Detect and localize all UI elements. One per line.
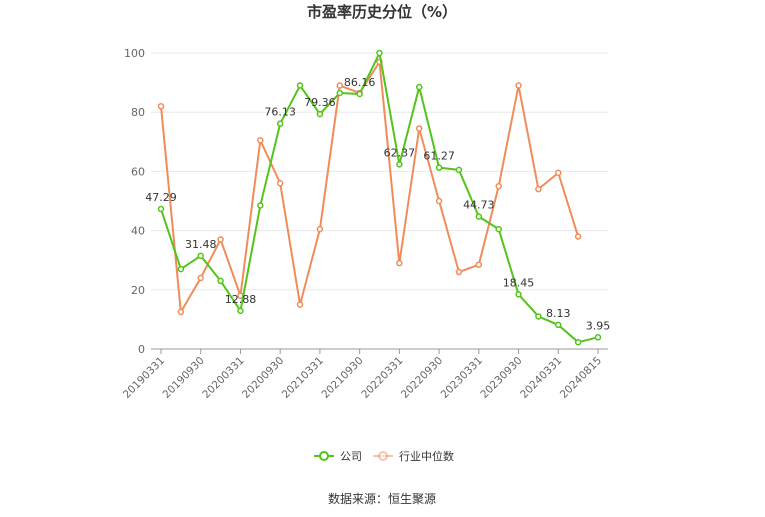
x-tick-label: 20190331 xyxy=(121,355,167,401)
data-label: 8.13 xyxy=(546,307,571,320)
data-point[interactable] xyxy=(574,233,582,240)
grid xyxy=(151,52,608,291)
data-point[interactable] xyxy=(435,197,443,205)
x-tick-label: 20210930 xyxy=(319,355,365,401)
data-point[interactable] xyxy=(197,274,204,282)
data-point[interactable] xyxy=(376,49,383,57)
data-point[interactable] xyxy=(276,120,284,127)
data-label: 31.48 xyxy=(185,238,217,251)
data-point[interactable] xyxy=(455,166,463,174)
data-point[interactable] xyxy=(296,301,304,308)
legend-item-industry[interactable]: 行业中位数 xyxy=(373,449,454,463)
data-label: 76.13 xyxy=(264,106,296,119)
data-point[interactable] xyxy=(435,164,443,171)
data-label: 61.27 xyxy=(423,150,455,163)
series-line xyxy=(160,60,580,313)
data-point[interactable] xyxy=(316,110,324,118)
x-tick-label: 20220930 xyxy=(399,355,445,401)
legend-marker-company xyxy=(319,451,329,461)
data-label: 18.45 xyxy=(503,276,535,289)
y-tick-label: 20 xyxy=(131,284,145,297)
x-tick-label: 20190930 xyxy=(161,355,207,401)
series-company xyxy=(157,49,602,346)
data-label: 44.73 xyxy=(463,199,495,212)
legend-label-company: 公司 xyxy=(340,450,362,463)
data-point[interactable] xyxy=(356,90,363,98)
legend-item-company[interactable]: 公司 xyxy=(314,450,362,463)
data-point[interactable] xyxy=(475,213,483,220)
legend-label-industry: 行业中位数 xyxy=(399,449,454,463)
data-point[interactable] xyxy=(495,225,502,233)
x-tick-label: 20230331 xyxy=(439,355,485,401)
series-layer xyxy=(157,49,602,346)
y-tick-label: 60 xyxy=(131,165,145,178)
data-point[interactable] xyxy=(535,185,542,193)
data-point[interactable] xyxy=(257,137,264,144)
x-tick-label: 20200930 xyxy=(240,355,286,401)
x-tick-label: 20240331 xyxy=(518,355,564,401)
data-point[interactable] xyxy=(455,268,463,276)
legend-marker-industry xyxy=(378,451,388,461)
data-point[interactable] xyxy=(157,205,165,213)
data-point[interactable] xyxy=(515,291,522,298)
legend: 公司 行业中位数 xyxy=(314,449,454,463)
data-point[interactable] xyxy=(515,82,522,89)
data-point[interactable] xyxy=(157,103,165,110)
data-point[interactable] xyxy=(316,225,324,233)
x-tick-label: 20210331 xyxy=(280,355,326,401)
data-labels: 47.29 31.48 12.88 76.13 79.36 86.16 62.37 61.27… xyxy=(145,76,610,332)
data-label: 86.16 xyxy=(344,76,376,89)
data-point[interactable] xyxy=(177,265,185,273)
data-label: 62.37 xyxy=(384,146,416,159)
data-point[interactable] xyxy=(396,161,403,168)
data-point[interactable] xyxy=(415,125,423,132)
x-tick-label: 20240815 xyxy=(558,355,604,401)
source-note: 数据来源：恒生聚源 xyxy=(328,491,436,506)
data-label: 47.29 xyxy=(145,191,177,204)
data-point[interactable] xyxy=(296,82,304,89)
data-point[interactable] xyxy=(237,307,244,315)
data-point[interactable] xyxy=(336,82,344,89)
data-point[interactable] xyxy=(555,169,562,177)
data-point[interactable] xyxy=(217,236,224,243)
data-point[interactable] xyxy=(535,313,542,320)
y-tick-label: 100 xyxy=(124,47,145,60)
y-tick-label: 40 xyxy=(131,225,145,238)
data-point[interactable] xyxy=(415,83,423,91)
y-tick-label: 0 xyxy=(138,343,145,356)
data-label: 79.36 xyxy=(304,96,336,109)
x-tick-label: 20200331 xyxy=(200,355,246,401)
data-point[interactable] xyxy=(276,179,284,187)
y-tick-label: 80 xyxy=(131,106,145,119)
chart-title: 市盈率历史分位（%） xyxy=(307,3,457,21)
data-point[interactable] xyxy=(257,202,264,209)
data-point[interactable] xyxy=(555,321,562,329)
axes: 0 20 40 60 80 100 2019033120190930202003312020… xyxy=(121,47,608,401)
data-point[interactable] xyxy=(217,277,224,285)
data-point[interactable] xyxy=(495,182,502,190)
x-tick-label: 20230930 xyxy=(478,355,524,401)
data-point[interactable] xyxy=(475,261,483,268)
data-point[interactable] xyxy=(336,89,344,97)
data-label: 12.88 xyxy=(225,293,257,306)
x-tick-label: 20220331 xyxy=(359,355,405,401)
series-industry-median xyxy=(157,58,582,316)
data-label: 3.95 xyxy=(586,319,611,332)
data-point[interactable] xyxy=(177,308,185,316)
data-point[interactable] xyxy=(396,259,403,267)
data-point[interactable] xyxy=(594,334,602,341)
data-point[interactable] xyxy=(574,338,582,346)
data-point[interactable] xyxy=(197,252,204,260)
